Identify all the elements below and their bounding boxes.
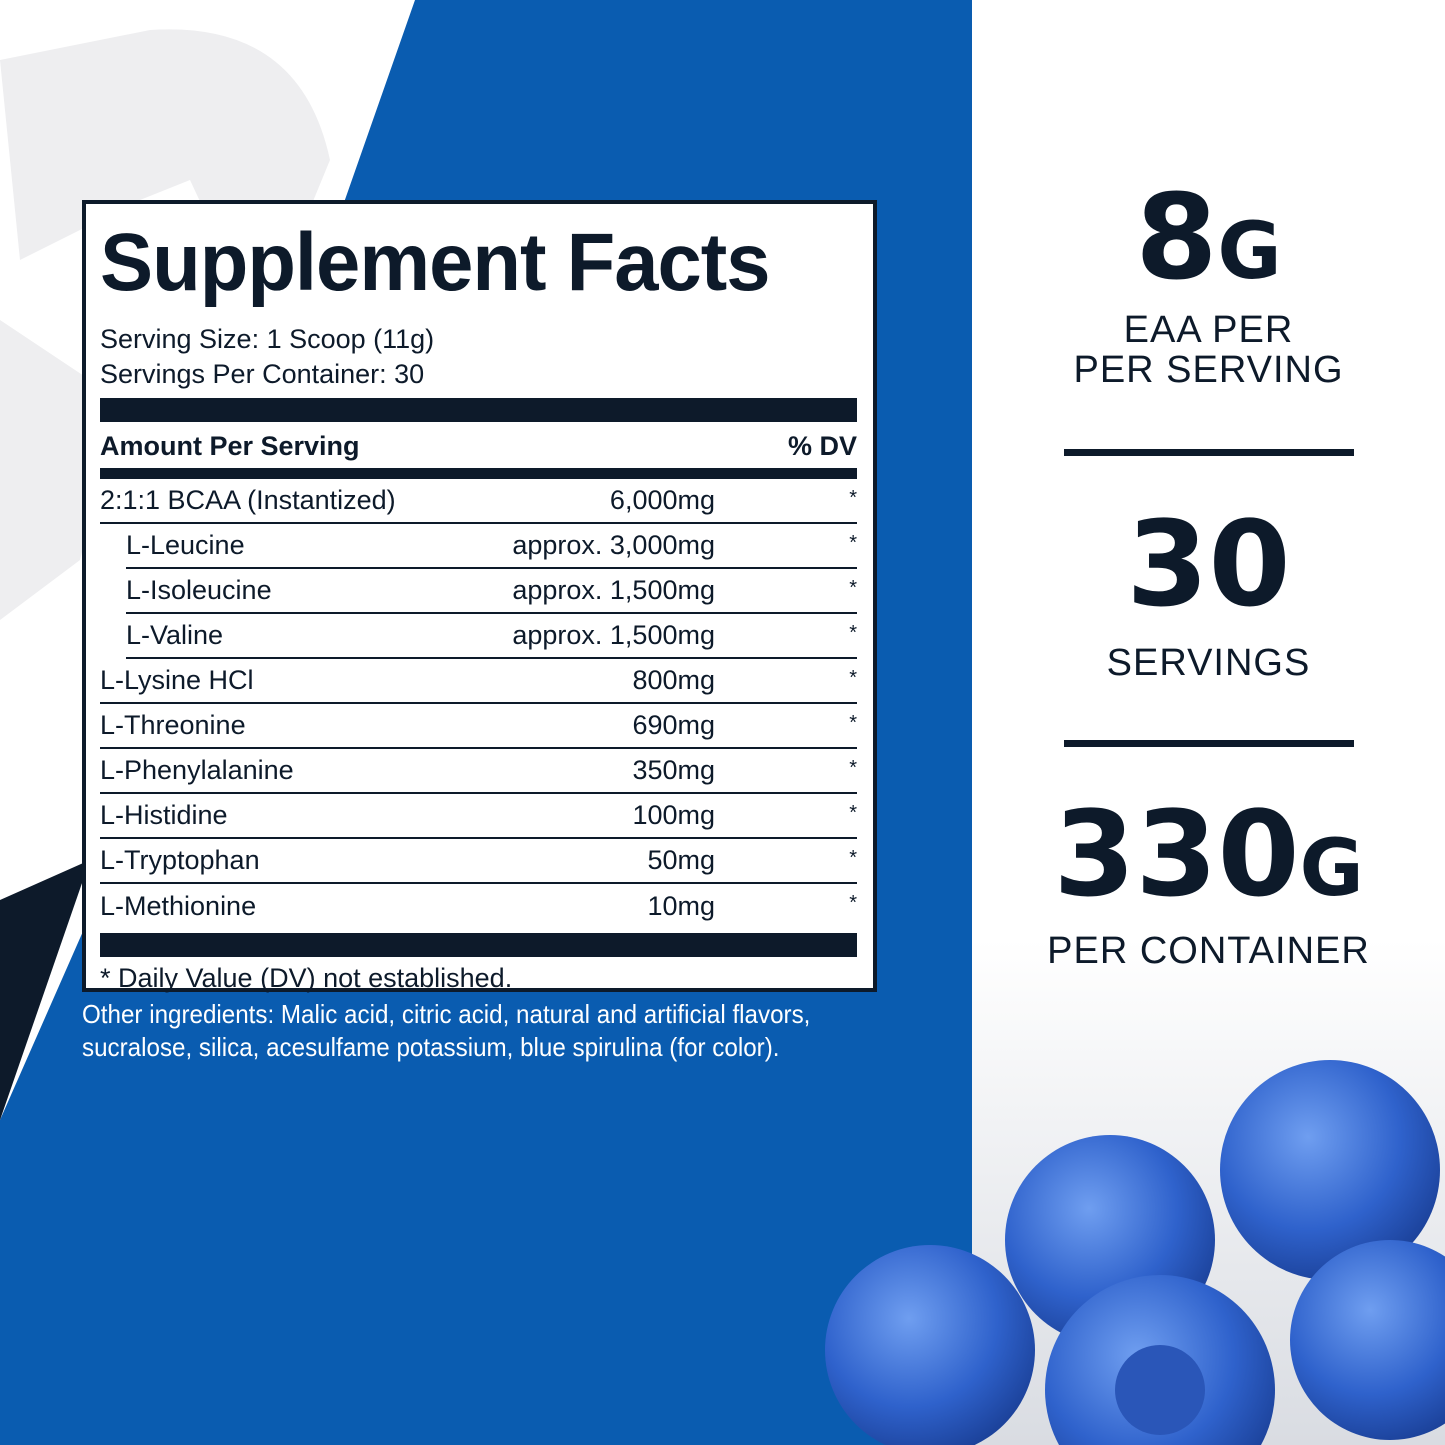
ingredient-amount: approx. 1,500mg xyxy=(512,620,715,650)
stat-eaa: 8G EAA PER PER SERVING xyxy=(972,178,1445,390)
ingredient-dv: * xyxy=(849,892,857,914)
table-row: L-Lysine HCl 800mg * xyxy=(100,659,857,704)
table-row: L-Histidine 100mg * xyxy=(100,794,857,839)
ingredient-name: L-Phenylalanine xyxy=(100,755,294,785)
other-ingredients: Other ingredients: Malic acid, citric ac… xyxy=(82,999,811,1062)
stat-servings: 30 SERVINGS xyxy=(972,505,1445,683)
stat-label: PER CONTAINER xyxy=(1047,930,1370,972)
ingredient-name: L-Leucine xyxy=(126,530,245,560)
stat-label: SERVINGS xyxy=(1106,642,1311,684)
divider-bar xyxy=(100,933,857,957)
ingredient-dv: * xyxy=(849,847,857,869)
table-row: 2:1:1 BCAA (Instantized) 6,000mg * xyxy=(100,479,857,524)
divider-rule xyxy=(1064,449,1354,456)
ingredient-amount: 690mg xyxy=(632,710,715,740)
ingredient-name: L-Tryptophan xyxy=(100,845,260,875)
table-header: Amount Per Serving % DV xyxy=(100,426,857,466)
ingredient-amount: 350mg xyxy=(632,755,715,785)
footnote: * Daily Value (DV) not established. xyxy=(100,963,513,993)
dv-header: % DV xyxy=(787,430,857,461)
ingredient-amount: 6,000mg xyxy=(609,485,715,515)
table-row: L-Threonine 690mg * xyxy=(100,704,857,749)
serving-size: Serving Size: 1 Scoop (11g) xyxy=(100,324,435,354)
stat-value: 330 xyxy=(1053,785,1300,923)
navy-stripe xyxy=(0,860,90,1120)
ingredient-dv: * xyxy=(849,757,857,779)
supplement-facts-panel: Supplement Facts Serving Size: 1 Scoop (… xyxy=(82,200,877,993)
divider-bar xyxy=(100,398,857,422)
ingredient-dv: * xyxy=(849,577,857,599)
divider-bar xyxy=(100,468,857,479)
ingredient-name: L-Lysine HCl xyxy=(100,665,254,695)
stat-value: 30 xyxy=(1126,495,1291,633)
servings-per-container: Servings Per Container: 30 xyxy=(100,359,425,389)
ingredient-dv: * xyxy=(849,532,857,554)
table-row: L-Tryptophan 50mg * xyxy=(100,839,857,884)
ingredient-amount: 100mg xyxy=(632,800,715,830)
stat-container: 330G PER CONTAINER xyxy=(972,795,1445,971)
ingredient-dv: * xyxy=(849,802,857,824)
ingredient-amount: 50mg xyxy=(647,845,715,875)
stat-label: EAA PER xyxy=(1123,309,1294,351)
ingredient-name: L-Valine xyxy=(126,620,224,650)
table-row: L-Phenylalanine 350mg * xyxy=(100,749,857,794)
ingredient-name: L-Histidine xyxy=(100,800,228,830)
table-row: L-Valine approx. 1,500mg * xyxy=(126,614,857,659)
table-row: L-Isoleucine approx. 1,500mg * xyxy=(126,569,857,614)
ingredient-amount: 800mg xyxy=(632,665,715,695)
ingredient-dv: * xyxy=(849,712,857,734)
ingredient-table: 2:1:1 BCAA (Instantized) 6,000mg * L-Leucin… xyxy=(100,479,857,929)
stat-unit: G xyxy=(1217,207,1282,297)
ingredient-dv: * xyxy=(849,487,857,509)
ingredient-name: 2:1:1 BCAA (Instantized) xyxy=(100,485,396,515)
ingredient-amount: approx. 1,500mg xyxy=(512,575,715,605)
raspberries-image xyxy=(825,1060,1445,1445)
table-row: L-Leucine approx. 3,000mg * xyxy=(126,524,857,569)
table-row: L-Methionine 10mg * xyxy=(100,884,857,929)
facts-title: Supplement Facts xyxy=(100,217,771,308)
ingredient-name: L-Isoleucine xyxy=(126,575,272,605)
ingredient-name: L-Threonine xyxy=(100,710,246,740)
ingredient-amount: approx. 3,000mg xyxy=(512,530,715,560)
stat-label: PER SERVING xyxy=(1073,349,1344,391)
ingredient-name: L-Methionine xyxy=(100,891,257,921)
amount-header: Amount Per Serving xyxy=(100,430,360,461)
divider-rule xyxy=(1064,740,1354,747)
stat-value: 8 xyxy=(1135,168,1218,306)
ingredient-dv: * xyxy=(849,622,857,644)
ingredient-amount: 10mg xyxy=(647,891,715,921)
ingredient-dv: * xyxy=(849,667,857,689)
stat-unit: G xyxy=(1299,824,1364,914)
